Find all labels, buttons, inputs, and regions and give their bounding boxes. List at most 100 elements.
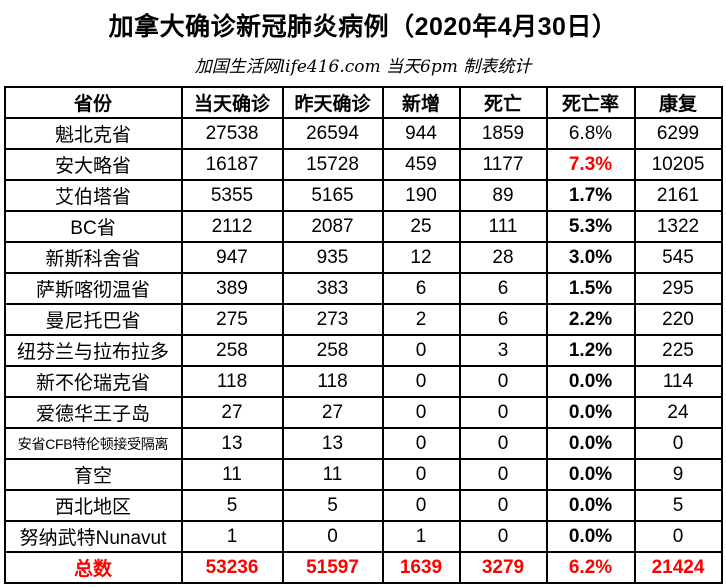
- cell-new-cases: 0: [381, 489, 461, 522]
- cell-death-rate: 2.2%: [545, 303, 636, 336]
- column-header-death-rate: 死亡率: [545, 86, 636, 119]
- cell-recovered: 5: [633, 489, 723, 522]
- cell-today-confirmed: 11: [180, 458, 284, 491]
- cell-today-confirmed: 5355: [180, 179, 284, 212]
- cell-yesterday-confirmed: 273: [281, 303, 384, 336]
- cell-new-cases: 1: [381, 520, 461, 553]
- table-row: 新斯科舍省 947 935 12 28 3.0% 545: [3, 241, 723, 274]
- cell-province: 育空: [3, 458, 183, 491]
- page-subtitle: 加国生活网life416.com 当天6pm 制表统计: [194, 57, 532, 77]
- cell-province: 西北地区: [3, 489, 183, 522]
- cell-yesterday-confirmed: 5165: [281, 179, 384, 212]
- cell-yesterday-confirmed: 5: [281, 489, 384, 522]
- cell-new-cases: 25: [381, 210, 461, 243]
- cell-yesterday-confirmed: 2087: [281, 210, 384, 243]
- table-row: 艾伯塔省 5355 5165 190 89 1.7% 2161: [3, 179, 723, 212]
- table-body: 魁北克省 27538 26594 944 1859 6.8% 6299 安大略省 16187 15…: [3, 117, 723, 584]
- cell-death-rate: 0.0%: [545, 458, 636, 491]
- cell-yesterday-confirmed: 15728: [281, 148, 384, 181]
- column-header-recovered: 康复: [633, 86, 723, 119]
- cell-recovered: 10205: [633, 148, 723, 181]
- cell-today-confirmed: 947: [180, 241, 284, 274]
- cell-today-confirmed: 5: [180, 489, 284, 522]
- cell-new-cases: 12: [381, 241, 461, 274]
- cell-recovered: 24: [633, 396, 723, 429]
- cell-yesterday-confirmed: 0: [281, 520, 384, 553]
- cell-today-confirmed: 13: [180, 427, 284, 460]
- cell-yesterday-confirmed: 118: [281, 365, 384, 398]
- cell-province: 爱德华王子岛: [3, 396, 183, 429]
- cell-yesterday-confirmed: 258: [281, 334, 384, 367]
- cell-today-confirmed: 275: [180, 303, 284, 336]
- table-row: BC省 2112 2087 25 111 5.3% 1322: [3, 210, 723, 243]
- cell-deaths: 0: [458, 427, 548, 460]
- cell-yesterday-confirmed: 11: [281, 458, 384, 491]
- cell-new-cases: 6: [381, 272, 461, 305]
- cell-today-confirmed: 389: [180, 272, 284, 305]
- table-row: 育空 11 11 0 0 0.0% 9: [3, 458, 723, 491]
- cell-province: 纽芬兰与拉布拉多: [3, 334, 183, 367]
- header-row: 省份 当天确诊 昨天确诊 新增 死亡 死亡率 康复: [3, 86, 723, 119]
- cell-yesterday-confirmed: 26594: [281, 117, 384, 150]
- total-row: 总数 53236 51597 1639 3279 6.2% 21424: [3, 551, 723, 584]
- cell-recovered: 225: [633, 334, 723, 367]
- cell-new-cases: 0: [381, 427, 461, 460]
- cell-total-new-cases: 1639: [381, 551, 461, 584]
- cell-recovered: 295: [633, 272, 723, 305]
- cell-total-deaths: 3279: [458, 551, 548, 584]
- cell-province: 新不伦瑞克省: [3, 365, 183, 398]
- cell-deaths: 0: [458, 396, 548, 429]
- table-row: 纽芬兰与拉布拉多 258 258 0 3 1.2% 225: [3, 334, 723, 367]
- table-row: 魁北克省 27538 26594 944 1859 6.8% 6299: [3, 117, 723, 150]
- cell-deaths: 0: [458, 489, 548, 522]
- cell-total-recovered: 21424: [633, 551, 723, 584]
- cell-deaths: 28: [458, 241, 548, 274]
- cell-recovered: 0: [633, 520, 723, 553]
- cell-new-cases: 2: [381, 303, 461, 336]
- cell-deaths: 111: [458, 210, 548, 243]
- cell-province: BC省: [3, 210, 183, 243]
- cell-total-yesterday-confirmed: 51597: [281, 551, 384, 584]
- column-header-new-cases: 新增: [381, 86, 461, 119]
- column-header-today-confirmed: 当天确诊: [180, 86, 284, 119]
- cell-recovered: 2161: [633, 179, 723, 212]
- cell-death-rate: 1.5%: [545, 272, 636, 305]
- cell-new-cases: 944: [381, 117, 461, 150]
- cell-death-rate: 1.7%: [545, 179, 636, 212]
- page-title: 加拿大确诊新冠肺炎病例（2020年4月30日）: [108, 13, 618, 41]
- cell-death-rate: 0.0%: [545, 520, 636, 553]
- table-row: 新不伦瑞克省 118 118 0 0 0.0% 114: [3, 365, 723, 398]
- cell-recovered: 114: [633, 365, 723, 398]
- cell-death-rate: 0.0%: [545, 427, 636, 460]
- cell-death-rate: 5.3%: [545, 210, 636, 243]
- table-row: 爱德华王子岛 27 27 0 0 0.0% 24: [3, 396, 723, 429]
- cell-recovered: 1322: [633, 210, 723, 243]
- cell-new-cases: 0: [381, 334, 461, 367]
- table-row: 西北地区 5 5 0 0 0.0% 5: [3, 489, 723, 522]
- cell-province: 艾伯塔省: [3, 179, 183, 212]
- cell-province: 曼尼托巴省: [3, 303, 183, 336]
- cell-total-label: 总数: [3, 551, 183, 584]
- cell-new-cases: 0: [381, 365, 461, 398]
- cell-new-cases: 0: [381, 458, 461, 491]
- cell-death-rate: 0.0%: [545, 489, 636, 522]
- cell-deaths: 1177: [458, 148, 548, 181]
- cell-today-confirmed: 118: [180, 365, 284, 398]
- cell-deaths: 6: [458, 272, 548, 305]
- cases-table: 省份 当天确诊 昨天确诊 新增 死亡 死亡率 康复 魁北克省 27538 26594…: [3, 86, 723, 584]
- table-row: 安大略省 16187 15728 459 1177 7.3% 10205: [3, 148, 723, 181]
- cell-total-death-rate: 6.2%: [545, 551, 636, 584]
- cell-death-rate: 0.0%: [545, 396, 636, 429]
- table-row: 安省CFB特伦顿接受隔离 13 13 0 0 0.0% 0: [3, 427, 723, 460]
- cell-death-rate: 1.2%: [545, 334, 636, 367]
- column-header-province: 省份: [3, 86, 183, 119]
- cell-recovered: 220: [633, 303, 723, 336]
- cell-yesterday-confirmed: 935: [281, 241, 384, 274]
- cell-new-cases: 190: [381, 179, 461, 212]
- cell-deaths: 0: [458, 365, 548, 398]
- column-header-yesterday-confirmed: 昨天确诊: [281, 86, 384, 119]
- cell-recovered: 6299: [633, 117, 723, 150]
- cell-death-rate: 6.8%: [545, 117, 636, 150]
- table-row: 曼尼托巴省 275 273 2 6 2.2% 220: [3, 303, 723, 336]
- cell-death-rate: 0.0%: [545, 365, 636, 398]
